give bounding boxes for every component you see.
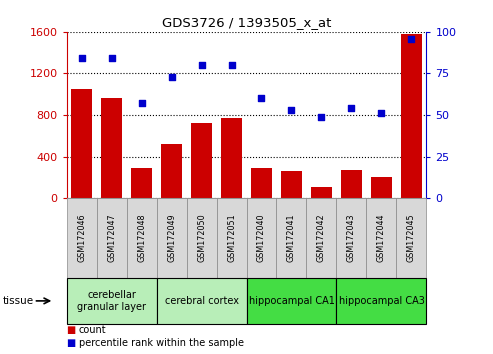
Bar [311,187,332,198]
Text: GSM172050: GSM172050 [197,214,206,262]
Bar [101,98,122,198]
Text: percentile rank within the sample: percentile rank within the sample [79,338,244,348]
Text: cerebellar
granular layer: cerebellar granular layer [77,290,146,312]
Text: GSM172044: GSM172044 [377,214,386,262]
Text: GSM172042: GSM172042 [317,214,326,262]
Text: GSM172047: GSM172047 [107,214,116,262]
Text: hippocampal CA3: hippocampal CA3 [339,296,424,306]
Bar [161,144,182,198]
Bar [401,34,422,198]
Text: cerebral cortex: cerebral cortex [165,296,239,306]
Text: tissue: tissue [2,296,34,306]
Bar [71,89,92,198]
Text: hippocampal CA1: hippocampal CA1 [248,296,334,306]
Text: GSM172041: GSM172041 [287,214,296,262]
Text: count: count [79,325,106,335]
Text: GSM172051: GSM172051 [227,214,236,262]
Point [378,110,386,116]
Text: ■: ■ [67,325,76,335]
Point [408,36,416,41]
Text: GSM172049: GSM172049 [167,214,176,262]
Text: GSM172046: GSM172046 [77,214,86,262]
Bar [221,118,242,198]
Text: ■: ■ [67,338,76,348]
Bar [371,177,392,198]
Text: GSM172045: GSM172045 [407,214,416,262]
Point [317,114,325,120]
Point [138,101,145,106]
Point [228,62,236,68]
Point [77,56,85,61]
Point [168,74,176,80]
Title: GDS3726 / 1393505_x_at: GDS3726 / 1393505_x_at [162,16,331,29]
Bar [251,168,272,198]
Point [348,105,355,111]
Bar [131,168,152,198]
Bar [341,170,362,198]
Text: GSM172048: GSM172048 [137,214,146,262]
Text: GSM172043: GSM172043 [347,214,356,262]
Point [107,56,115,61]
Bar [281,171,302,198]
Point [257,96,265,101]
Point [198,62,206,68]
Text: GSM172040: GSM172040 [257,214,266,262]
Bar [191,124,212,198]
Point [287,107,295,113]
